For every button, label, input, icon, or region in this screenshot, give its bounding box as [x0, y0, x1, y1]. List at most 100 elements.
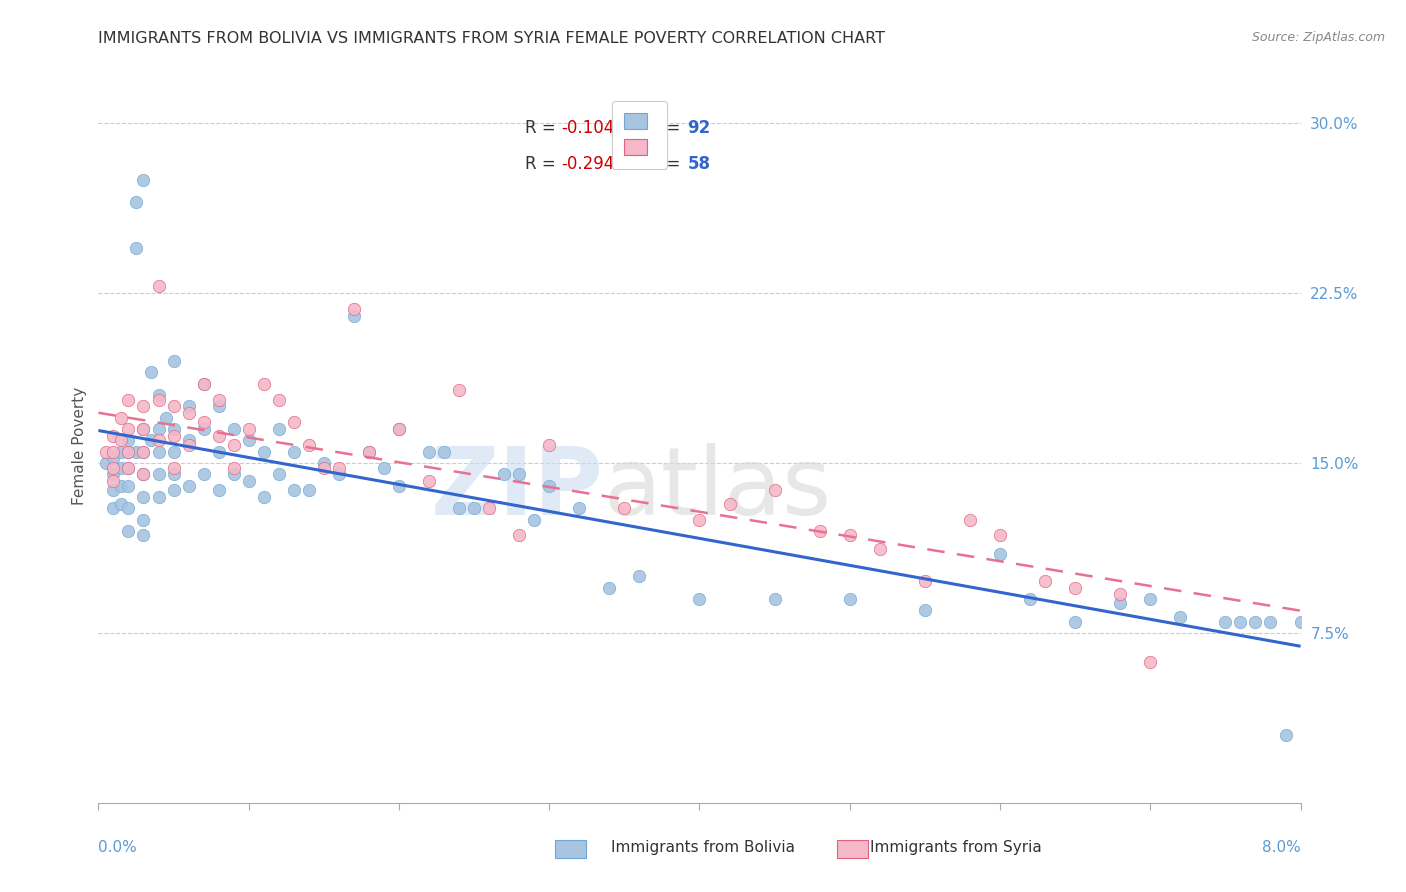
- Point: [208, 429, 231, 443]
- Point: [838, 528, 860, 542]
- Point: [1064, 581, 1087, 595]
- Point: [132, 422, 155, 436]
- Point: [1139, 656, 1161, 670]
- Point: [132, 444, 155, 458]
- Point: [447, 384, 470, 398]
- Point: [132, 513, 155, 527]
- Text: ZIP: ZIP: [430, 442, 603, 535]
- Point: [193, 376, 215, 391]
- FancyBboxPatch shape: [837, 840, 868, 858]
- Point: [447, 501, 470, 516]
- Point: [222, 460, 245, 475]
- Legend: , : ,: [612, 101, 666, 169]
- Point: [177, 400, 200, 414]
- Point: [357, 444, 380, 458]
- Point: [103, 501, 125, 516]
- Point: [132, 422, 155, 436]
- Text: 58: 58: [688, 155, 710, 173]
- Point: [162, 429, 184, 443]
- Point: [132, 400, 155, 414]
- Point: [110, 460, 132, 475]
- Point: [148, 490, 170, 504]
- Point: [177, 406, 200, 420]
- Point: [117, 501, 139, 516]
- Point: [177, 478, 200, 492]
- Point: [689, 513, 711, 527]
- Point: [267, 467, 290, 482]
- Point: [328, 467, 350, 482]
- Y-axis label: Female Poverty: Female Poverty: [72, 387, 87, 505]
- Point: [125, 241, 148, 255]
- Point: [1244, 615, 1267, 629]
- Point: [463, 501, 485, 516]
- Point: [238, 422, 260, 436]
- Text: Immigrants from Bolivia: Immigrants from Bolivia: [612, 840, 794, 855]
- Text: 8.0%: 8.0%: [1261, 840, 1301, 855]
- Point: [103, 467, 125, 482]
- Point: [343, 301, 366, 316]
- Point: [148, 279, 170, 293]
- Point: [110, 497, 132, 511]
- Point: [508, 528, 530, 542]
- Point: [689, 591, 711, 606]
- Point: [283, 444, 305, 458]
- Point: [988, 547, 1011, 561]
- Point: [148, 467, 170, 482]
- Point: [373, 460, 395, 475]
- Point: [283, 483, 305, 498]
- Point: [1229, 615, 1251, 629]
- Point: [125, 195, 148, 210]
- Point: [117, 444, 139, 458]
- Point: [267, 392, 290, 407]
- Point: [253, 444, 276, 458]
- Point: [148, 388, 170, 402]
- Point: [1064, 615, 1087, 629]
- Point: [208, 400, 231, 414]
- Point: [1215, 615, 1237, 629]
- Point: [433, 444, 456, 458]
- Point: [117, 422, 139, 436]
- Point: [869, 542, 891, 557]
- Point: [357, 444, 380, 458]
- Point: [1260, 615, 1282, 629]
- Text: -0.294: -0.294: [561, 155, 614, 173]
- Point: [628, 569, 651, 583]
- Point: [312, 456, 335, 470]
- Text: IMMIGRANTS FROM BOLIVIA VS IMMIGRANTS FROM SYRIA FEMALE POVERTY CORRELATION CHAR: IMMIGRANTS FROM BOLIVIA VS IMMIGRANTS FR…: [98, 31, 886, 46]
- Point: [103, 460, 125, 475]
- Point: [838, 591, 860, 606]
- Point: [162, 467, 184, 482]
- Point: [103, 474, 125, 488]
- Text: 0.0%: 0.0%: [98, 840, 138, 855]
- Point: [132, 444, 155, 458]
- Point: [538, 478, 561, 492]
- Point: [132, 467, 155, 482]
- Point: [388, 422, 411, 436]
- Point: [103, 451, 125, 466]
- Point: [478, 501, 501, 516]
- Point: [132, 490, 155, 504]
- Point: [494, 467, 516, 482]
- Text: Source: ZipAtlas.com: Source: ZipAtlas.com: [1251, 31, 1385, 45]
- Text: 92: 92: [688, 120, 710, 137]
- Point: [110, 444, 132, 458]
- Point: [193, 415, 215, 429]
- Point: [117, 434, 139, 448]
- Text: R =: R =: [526, 120, 561, 137]
- Point: [298, 483, 321, 498]
- Point: [763, 591, 786, 606]
- Point: [988, 528, 1011, 542]
- Point: [298, 438, 321, 452]
- Point: [162, 400, 184, 414]
- Point: [103, 429, 125, 443]
- Point: [253, 490, 276, 504]
- Point: [508, 467, 530, 482]
- Point: [162, 422, 184, 436]
- Point: [94, 456, 117, 470]
- Point: [162, 483, 184, 498]
- FancyBboxPatch shape: [555, 840, 586, 858]
- Point: [1139, 591, 1161, 606]
- Point: [418, 444, 440, 458]
- Point: [238, 434, 260, 448]
- Point: [418, 474, 440, 488]
